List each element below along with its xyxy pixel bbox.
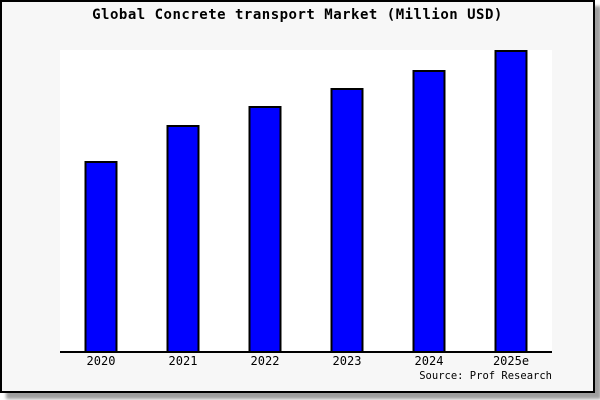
x-tick-label-2024: 2024: [414, 354, 444, 368]
x-tick-label-2023: 2023: [332, 354, 362, 368]
bar-2022: [248, 105, 282, 351]
x-tick-label-2025e: 2025e: [492, 354, 530, 368]
x-axis-labels: 2020 2021 2022 2023 2024 2025e: [60, 354, 552, 368]
bar-slot-2023: [306, 50, 388, 351]
source-credit: Source: Prof Research: [419, 370, 552, 382]
bar-slot-2022: [224, 50, 306, 351]
bar-2023: [330, 87, 364, 351]
bar-2024: [412, 69, 446, 351]
bar-2021: [166, 125, 200, 351]
chart-figure: Global Concrete transport Market (Millio…: [0, 0, 595, 393]
x-tick-label-2021: 2021: [168, 354, 198, 368]
x-tick-label-2020: 2020: [86, 354, 116, 368]
bar-2025e: [494, 50, 528, 351]
bar-2020: [84, 161, 118, 351]
bar-slot-2021: [142, 50, 224, 351]
bar-slot-2020: [60, 50, 142, 351]
plot-area: [60, 50, 552, 353]
x-tick-label-2022: 2022: [250, 354, 280, 368]
bar-slot-2025e: [470, 50, 552, 351]
bar-slot-2024: [388, 50, 470, 351]
chart-title: Global Concrete transport Market (Millio…: [92, 7, 503, 23]
